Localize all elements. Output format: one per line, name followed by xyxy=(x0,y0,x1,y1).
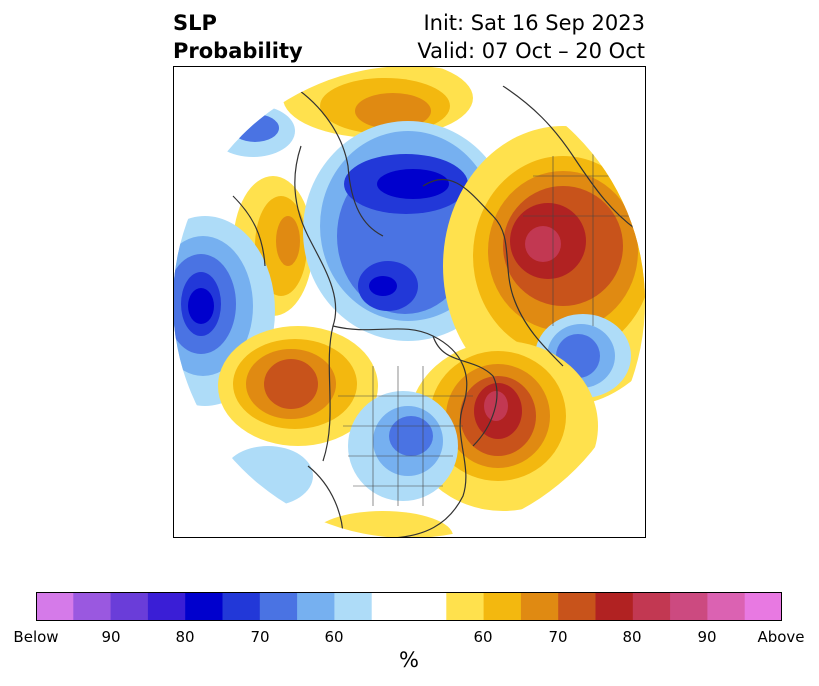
tick-label-90-left: 90 xyxy=(101,628,121,646)
colorbar-bin xyxy=(558,592,596,621)
colorbar-bin xyxy=(670,592,708,621)
colorbar-bin xyxy=(73,592,112,621)
colorbar-bins xyxy=(36,592,782,621)
colorbar-unit: % xyxy=(399,648,419,672)
colorbar-bin xyxy=(36,592,74,621)
tick-label-60-right: 60 xyxy=(473,628,493,646)
colorbar-bin xyxy=(632,592,671,621)
colorbar-bin xyxy=(520,592,559,621)
colorbar-bin xyxy=(409,592,447,621)
coastlines xyxy=(232,85,645,538)
date-info: Init: Sat 16 Sep 2023 Valid: 07 Oct – 20… xyxy=(417,9,645,65)
map-title: SLP Probability xyxy=(173,9,303,65)
colorbar xyxy=(36,592,782,621)
colorbar-bin xyxy=(707,592,746,621)
tick-label-70-right: 70 xyxy=(548,628,568,646)
colorbar-bin xyxy=(259,592,298,621)
colorbar-bin xyxy=(371,592,410,621)
colorbar-bin xyxy=(222,592,261,621)
valid-range: Valid: 07 Oct – 20 Oct xyxy=(417,39,645,63)
title-line-2: Probability xyxy=(173,39,303,63)
tick-label-above: Above xyxy=(757,628,805,646)
tick-label-90-right: 90 xyxy=(697,628,717,646)
colorbar-bin xyxy=(185,592,223,621)
title-line-1: SLP xyxy=(173,11,217,35)
colorbar-bin xyxy=(446,592,485,621)
tick-label-80-right: 80 xyxy=(622,628,642,646)
tick-label-70-left: 70 xyxy=(250,628,270,646)
probability-shading xyxy=(173,66,645,538)
colorbar-bin xyxy=(110,592,149,621)
tick-label-below: Below xyxy=(13,628,59,646)
colorbar-bin xyxy=(744,592,782,621)
tick-label-80-left: 80 xyxy=(175,628,195,646)
probability-map xyxy=(173,66,646,538)
map-frame xyxy=(173,66,646,538)
colorbar-frame xyxy=(36,592,782,621)
colorbar-bin xyxy=(297,592,335,621)
colorbar-bin xyxy=(147,592,186,621)
init-date: Init: Sat 16 Sep 2023 xyxy=(423,11,645,35)
colorbar-bin xyxy=(334,592,373,621)
colorbar-bin xyxy=(483,592,522,621)
colorbar-bin xyxy=(595,592,634,621)
tick-label-60-left: 60 xyxy=(324,628,344,646)
